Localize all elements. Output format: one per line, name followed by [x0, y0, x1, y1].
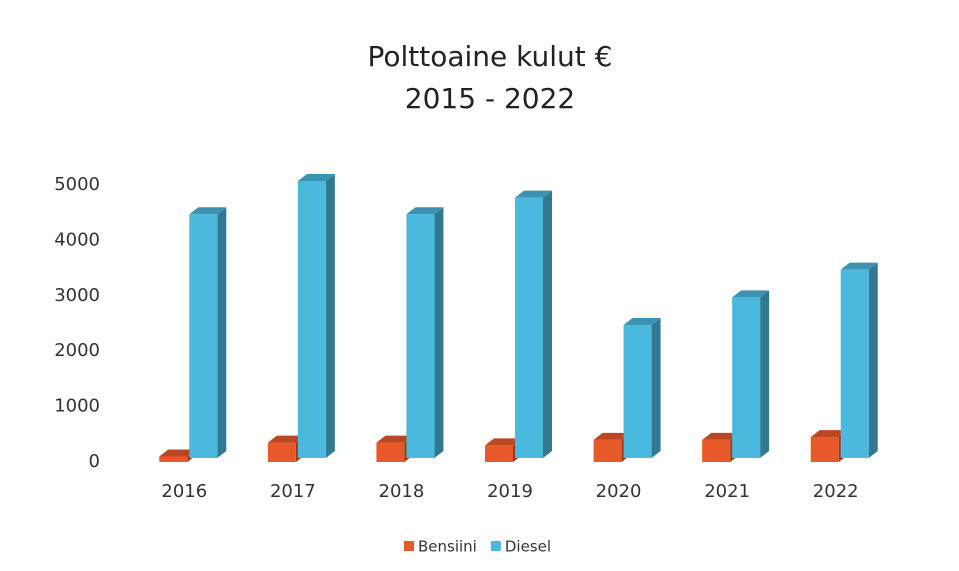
bar-top — [840, 262, 878, 270]
bar-top — [810, 430, 848, 438]
x-tick-label: 2020 — [596, 481, 642, 502]
x-tick-label: 2017 — [270, 481, 316, 502]
bar — [485, 445, 513, 462]
bar-top — [593, 432, 631, 440]
bar-side — [543, 190, 552, 458]
bar-top — [732, 290, 770, 298]
bar-top — [485, 438, 522, 446]
legend-swatch — [404, 541, 414, 551]
bar — [189, 214, 218, 458]
bar-top — [267, 435, 305, 443]
y-tick-label: 3000 — [54, 285, 100, 306]
y-tick-label: 5000 — [54, 174, 100, 195]
bar-side — [868, 262, 878, 458]
bar-side — [434, 207, 444, 458]
bar-side — [325, 174, 335, 458]
bar — [840, 269, 869, 458]
x-tick-label: 2016 — [161, 481, 207, 502]
x-tick-label: 2022 — [813, 481, 859, 502]
legend-label: Bensiini — [418, 538, 477, 556]
bar-top — [515, 190, 552, 198]
bar-side — [651, 318, 661, 458]
bar — [406, 214, 435, 458]
x-tick-label: 2021 — [704, 481, 750, 502]
legend-swatch — [490, 541, 501, 551]
bar — [515, 197, 543, 458]
y-tick-label: 0 — [89, 451, 100, 472]
y-tick-label: 4000 — [54, 229, 100, 250]
bar-top — [376, 435, 414, 443]
y-tick-label: 1000 — [54, 396, 100, 417]
bar-side — [760, 290, 770, 458]
bar — [732, 297, 761, 458]
bar — [267, 442, 296, 462]
bar-top — [702, 432, 740, 440]
bar-top — [406, 207, 444, 215]
legend-label: Diesel — [505, 538, 551, 556]
bar — [593, 439, 622, 462]
bar — [159, 456, 188, 462]
bar — [810, 437, 839, 462]
chart-subtitle: 2015 - 2022 — [405, 82, 575, 115]
bar — [702, 439, 731, 462]
bar-top — [159, 449, 197, 457]
x-tick-label: 2018 — [379, 481, 425, 502]
bar-side — [217, 207, 227, 458]
bar — [297, 181, 326, 458]
bar — [376, 442, 405, 462]
bar-top — [297, 174, 335, 181]
bar-top — [189, 207, 227, 215]
chart-title: Polttoaine kulut € — [367, 40, 612, 73]
bar — [623, 325, 652, 458]
x-tick-label: 2019 — [487, 481, 533, 502]
bar-top — [623, 318, 661, 326]
y-tick-label: 2000 — [54, 340, 100, 361]
